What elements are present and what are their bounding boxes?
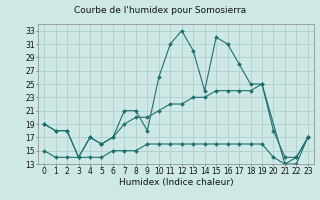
Text: Courbe de l'humidex pour Somosierra: Courbe de l'humidex pour Somosierra xyxy=(74,6,246,15)
X-axis label: Humidex (Indice chaleur): Humidex (Indice chaleur) xyxy=(119,178,233,187)
